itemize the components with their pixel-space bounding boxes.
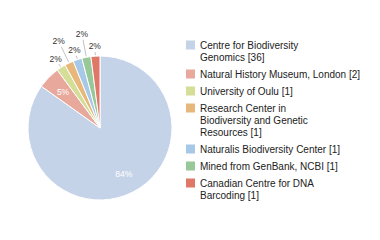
legend-label: Naturalis Biodiversity Center [1] [200,144,340,155]
legend-swatch [186,179,195,188]
slice [28,56,172,200]
data-label: 2% [76,29,89,39]
leader-line [83,40,86,57]
data-label: 2% [89,41,102,51]
legend: Centre for BiodiversityGenomics [36] Natu… [186,40,360,201]
legend-label: Natural History Museum, London [2] [200,69,360,80]
leader-line [76,56,78,59]
legend-label: Canadian Centre for DNABarcoding [1] [200,178,314,201]
data-label: 2% [50,54,63,64]
data-label: 5% [57,87,70,97]
legend-swatch [186,104,195,113]
legend-label: University of Oulu [1] [200,86,293,97]
slice [82,57,100,128]
legend-swatch [186,41,195,50]
data-label: 2% [53,36,66,46]
chart: 84%5%2%2%2%2%2%Centre for BiodiversityGe… [0,0,380,240]
leader-line [95,52,96,55]
legend-swatch [186,162,195,171]
data-label: 2% [68,45,81,55]
slice [91,56,100,128]
data-label: 84% [115,169,132,179]
legend-label: Mined from GenBank, NCBI [1] [200,161,338,172]
legend-swatch [186,145,195,154]
slices [28,56,172,200]
leader-line [59,64,61,67]
legend-swatch [186,87,195,96]
data-labels: 84%5%2%2%2%2%2% [50,29,133,179]
legend-label: Research Center inBiodiversity and Genet… [200,103,308,138]
legend-swatch [186,70,195,79]
legend-label: Centre for BiodiversityGenomics [36] [200,40,298,63]
chart-container: 84%5%2%2%2%2%2%Centre for BiodiversityGe… [0,0,380,240]
